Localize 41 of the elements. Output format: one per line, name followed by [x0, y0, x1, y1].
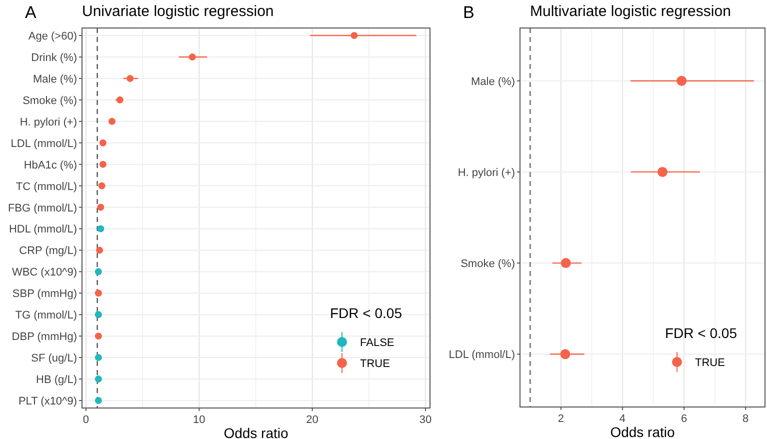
y-tick-label: SBP (mmHg): [12, 288, 77, 300]
y-tick-label: HDL (mmol/L): [8, 224, 77, 236]
x-tick-label: 10: [193, 414, 206, 426]
y-tick-label: Smoke (%): [22, 94, 77, 107]
y-tick-label: Male (%): [32, 73, 77, 86]
legend-label: TRUE: [360, 358, 390, 370]
x-axis-title: Odds ratio: [610, 424, 676, 439]
y-tick-label: Smoke (%): [460, 258, 515, 270]
x-tick-label: 0: [82, 414, 90, 426]
legend-title: FDR < 0.05: [330, 305, 402, 321]
y-tick-label: Drink (%): [31, 52, 77, 64]
y-tick-label: WBC (x10^9): [12, 266, 77, 279]
chart-title: Multivariate logistic regression: [530, 3, 731, 20]
y-tick-label: HB (g/L): [36, 374, 77, 386]
x-tick-label: 30: [419, 414, 432, 426]
y-tick-label: TG (mmol/L): [15, 310, 77, 322]
chart-title: Univariate logistic regression: [82, 3, 274, 20]
y-tick-label: FBG (mmol/L): [8, 202, 77, 214]
y-tick-label: LDL (mmol/L): [448, 349, 515, 362]
y-tick-label: CRP (mg/L): [19, 245, 77, 258]
x-tick-label: 20: [306, 414, 318, 426]
y-tick-label: Age (>60): [28, 30, 77, 43]
x-tick-label: 4: [619, 413, 626, 425]
legend-label: FALSE: [360, 337, 394, 349]
x-tick-label: 6: [680, 413, 688, 425]
text: A: [25, 3, 37, 22]
y-tick-label: HbA1c (%): [24, 159, 77, 172]
x-axis-title: Odds ratio: [224, 425, 289, 439]
x-tick-label: 2: [558, 413, 564, 425]
x-tick-label: 8: [742, 413, 749, 425]
legend-label: TRUE: [695, 357, 725, 369]
legend-title: FDR < 0.05: [665, 325, 738, 341]
y-tick-label: TC (mmol/L): [16, 180, 77, 193]
y-tick-label: H. pylori (+): [20, 116, 77, 128]
y-tick-label: LDL (mmol/L): [10, 138, 77, 150]
y-tick-label: Male (%): [470, 76, 515, 88]
y-tick-label: H. pylori (+): [458, 166, 515, 179]
text: B: [463, 3, 474, 22]
y-tick-label: PLT (x10^9): [18, 395, 77, 408]
y-tick-label: SF (ug/L): [31, 352, 77, 365]
y-tick-label: DBP (mmHg): [12, 331, 77, 344]
